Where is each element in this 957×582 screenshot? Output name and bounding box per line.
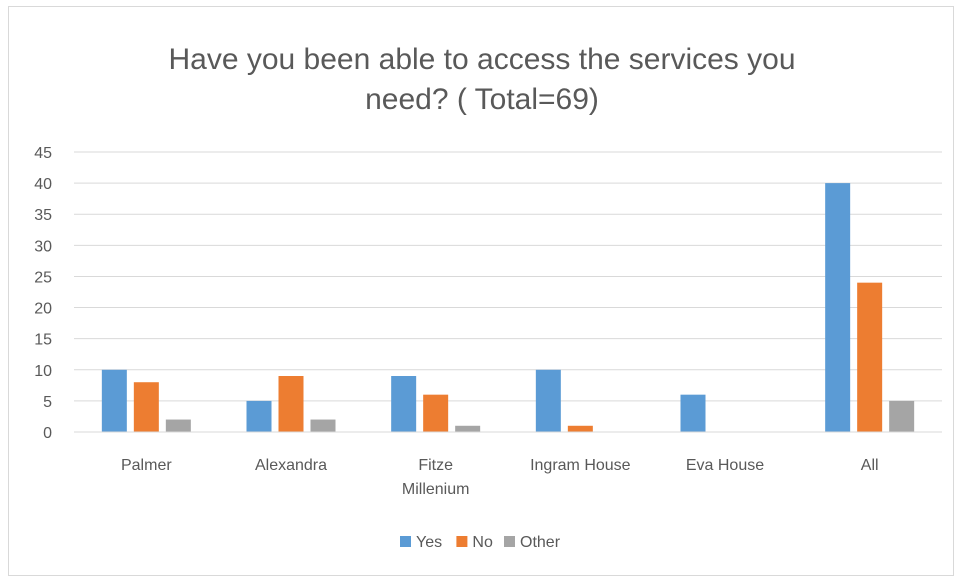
gridlines bbox=[74, 151, 942, 402]
bar-yes-0 bbox=[101, 369, 127, 432]
y-tick-label: 30 bbox=[34, 238, 52, 255]
x-category-label: All bbox=[861, 457, 879, 474]
bar-no-0 bbox=[133, 382, 159, 432]
legend-label-other: Other bbox=[520, 534, 561, 551]
bar-no-2 bbox=[423, 394, 449, 432]
y-axis-tick-labels: 0 5 10 15 20 25 30 35 40 45 bbox=[34, 145, 52, 442]
bar-other-2 bbox=[455, 425, 481, 432]
bar-other-5 bbox=[889, 400, 915, 432]
y-tick-label: 45 bbox=[34, 145, 52, 162]
x-category-label: Alexandra bbox=[255, 457, 327, 474]
bar-yes-1 bbox=[246, 400, 272, 432]
legend-swatch-other bbox=[504, 536, 515, 547]
bar-chart: Have you been able to access the service… bbox=[34, 43, 942, 551]
y-tick-label: 15 bbox=[34, 332, 52, 349]
bar-no-1 bbox=[278, 376, 304, 432]
legend-label-no: No bbox=[472, 534, 493, 551]
y-tick-label: 0 bbox=[43, 425, 52, 442]
bars bbox=[101, 183, 915, 432]
bar-other-0 bbox=[165, 419, 191, 432]
legend-swatch-no bbox=[456, 536, 468, 547]
bar-yes-3 bbox=[535, 369, 561, 432]
bar-yes-2 bbox=[391, 376, 417, 432]
x-axis-category-labels: Palmer Alexandra Fitze Millenium Ingram Hous… bbox=[121, 457, 879, 498]
chart-frame: Have you been able to access the service… bbox=[8, 6, 954, 576]
legend-label-yes: Yes bbox=[416, 534, 442, 551]
y-tick-label: 40 bbox=[34, 176, 52, 193]
x-category-label: Ingram House bbox=[530, 457, 631, 474]
chart-title-line: need? ( Total=69) bbox=[365, 83, 599, 116]
chart-title-line: Have you been able to access the service… bbox=[168, 43, 795, 76]
bar-yes-5 bbox=[825, 183, 851, 432]
y-tick-label: 35 bbox=[34, 207, 52, 224]
x-category-label: Eva House bbox=[686, 457, 764, 474]
bar-no-3 bbox=[567, 425, 593, 432]
bar-yes-4 bbox=[680, 394, 706, 432]
y-tick-label: 20 bbox=[34, 301, 52, 318]
y-tick-label: 10 bbox=[34, 363, 52, 380]
bar-other-1 bbox=[310, 419, 336, 432]
legend-swatch-yes bbox=[400, 536, 411, 547]
chart-title: Have you been able to access the service… bbox=[168, 43, 795, 116]
legend: Yes No Other bbox=[400, 534, 561, 551]
bar-no-5 bbox=[857, 282, 883, 432]
y-tick-label: 25 bbox=[34, 269, 52, 286]
x-category-label: Fitze Millenium bbox=[402, 457, 470, 498]
y-tick-label: 5 bbox=[43, 394, 52, 411]
x-category-label: Palmer bbox=[121, 457, 172, 474]
